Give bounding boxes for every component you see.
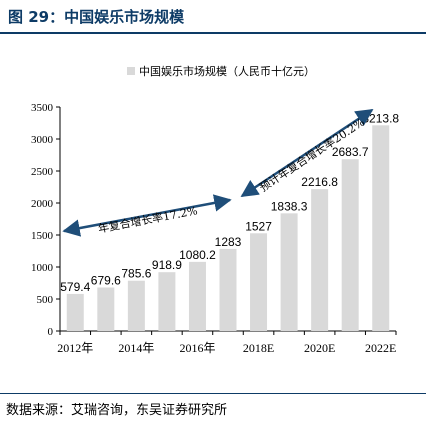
growth-arrow — [240, 108, 374, 198]
data-label: 2683.7 — [332, 145, 369, 159]
bar — [188, 261, 206, 331]
bar — [341, 159, 359, 331]
axes: 0 500 1000 1500 2000 2500 3000 3500 2012年 2014年 20… — [31, 102, 397, 355]
x-tick-label: 2018E — [243, 341, 274, 355]
y-tick-label: 1000 — [31, 262, 54, 274]
x-tick-label: 2014年 — [118, 341, 154, 355]
legend-label: 中国娱乐市场规模（人民币十亿元） — [139, 64, 315, 78]
growth-arrow — [62, 194, 232, 237]
data-label: 2216.8 — [301, 175, 338, 189]
bar — [311, 189, 329, 331]
data-label: 579.4 — [60, 280, 90, 294]
data-label: 679.6 — [91, 274, 121, 288]
data-label: 918.9 — [152, 258, 182, 272]
legend: 中国娱乐市场规模（人民币十亿元） — [127, 64, 315, 78]
bar — [280, 213, 298, 331]
legend-swatch — [127, 67, 135, 75]
data-label: 1080.2 — [179, 248, 216, 262]
bar — [158, 272, 176, 331]
source-rule — [0, 393, 426, 394]
bar — [66, 293, 84, 331]
y-tick-label: 3000 — [31, 134, 54, 146]
y-tick-label: 500 — [37, 294, 54, 306]
growth-annotation: 年复合增长率17.2% — [97, 203, 199, 235]
y-tick-label: 3500 — [31, 102, 54, 114]
x-tick-label: 2020E — [304, 341, 335, 355]
x-tick-label: 2022E — [365, 341, 396, 355]
chart: 中国娱乐市场规模（人民币十亿元） 0 500 1000 1500 2000 2500 300… — [31, 64, 399, 355]
data-label: 785.6 — [121, 267, 151, 281]
x-tick-label: 2016年 — [179, 341, 215, 355]
title-rule — [0, 32, 426, 34]
y-tick-label: 2500 — [31, 166, 54, 178]
y-tick-label: 1500 — [31, 230, 54, 242]
bar — [250, 233, 268, 331]
data-label: 1283 — [215, 235, 242, 249]
bar — [219, 248, 237, 331]
y-tick-label: 0 — [48, 326, 54, 338]
source-note: 数据来源：艾瑞咨询，东吴证券研究所 — [6, 403, 228, 418]
x-tick-label: 2012年 — [57, 341, 93, 355]
bar — [372, 125, 390, 331]
data-label: 1838.3 — [271, 199, 308, 213]
data-label: 1527 — [245, 219, 272, 233]
bar — [127, 280, 145, 331]
y-tick-label: 2000 — [31, 198, 54, 210]
bars — [66, 125, 390, 331]
bar — [97, 287, 115, 331]
figure-title: 图 29：中国娱乐市场规模 — [8, 8, 185, 26]
